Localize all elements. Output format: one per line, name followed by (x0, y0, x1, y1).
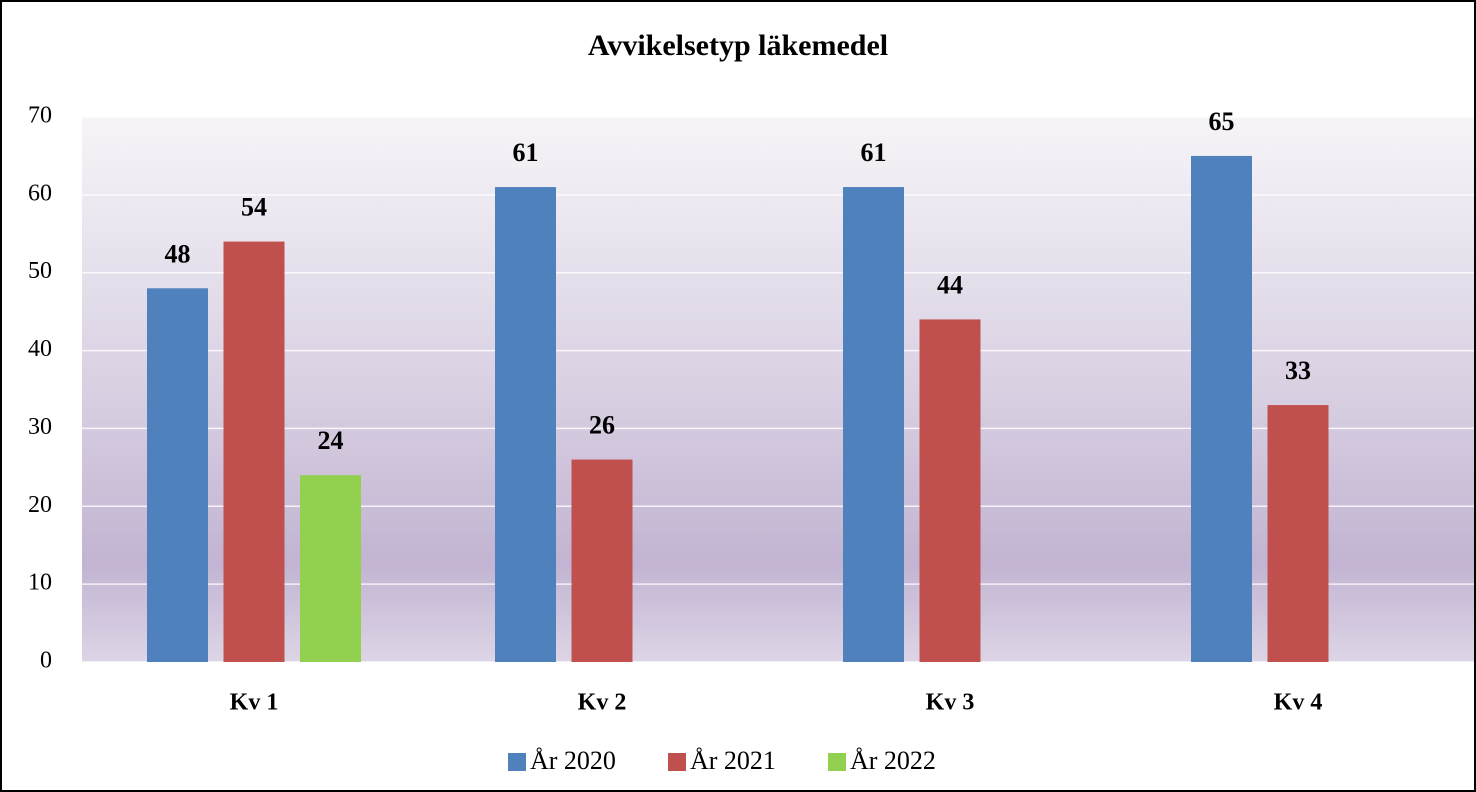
legend-label: År 2021 (690, 746, 776, 775)
x-tick-label: Kv 4 (1274, 690, 1323, 716)
data-label: 65 (1209, 107, 1235, 136)
y-tick-label: 30 (28, 414, 52, 440)
data-label: 24 (318, 426, 344, 455)
data-label: 61 (861, 138, 887, 167)
bar (843, 187, 904, 663)
bar (223, 241, 285, 663)
data-label: 44 (937, 270, 963, 299)
data-label: 54 (241, 193, 267, 222)
bar (571, 459, 633, 662)
y-tick-label: 20 (28, 492, 52, 518)
y-tick-label: 0 (40, 648, 52, 674)
legend-swatch (668, 753, 686, 771)
y-tick-label: 70 (28, 103, 52, 129)
y-tick-label: 40 (28, 336, 52, 362)
legend-label: År 2022 (850, 746, 936, 775)
bar (147, 288, 208, 662)
x-tick-label: Kv 3 (926, 690, 975, 716)
bar (300, 475, 361, 662)
data-label: 61 (513, 138, 539, 167)
data-label: 48 (165, 239, 191, 268)
data-label: 26 (589, 411, 615, 440)
y-tick-label: 60 (28, 180, 52, 206)
legend-swatch (828, 753, 846, 771)
bar (919, 319, 981, 662)
legend-label: År 2020 (530, 746, 616, 775)
chart-title: Avvikelsetyp läkemedel (588, 29, 888, 62)
x-tick-label: Kv 1 (230, 690, 279, 716)
bar (1267, 405, 1329, 662)
plot-area (82, 117, 1474, 662)
bar (1191, 155, 1252, 662)
x-tick-label: Kv 2 (578, 690, 627, 716)
y-tick-label: 10 (28, 570, 52, 596)
bar (495, 187, 556, 663)
legend-swatch (508, 753, 526, 771)
y-tick-label: 50 (28, 258, 52, 284)
data-label: 33 (1285, 356, 1311, 385)
